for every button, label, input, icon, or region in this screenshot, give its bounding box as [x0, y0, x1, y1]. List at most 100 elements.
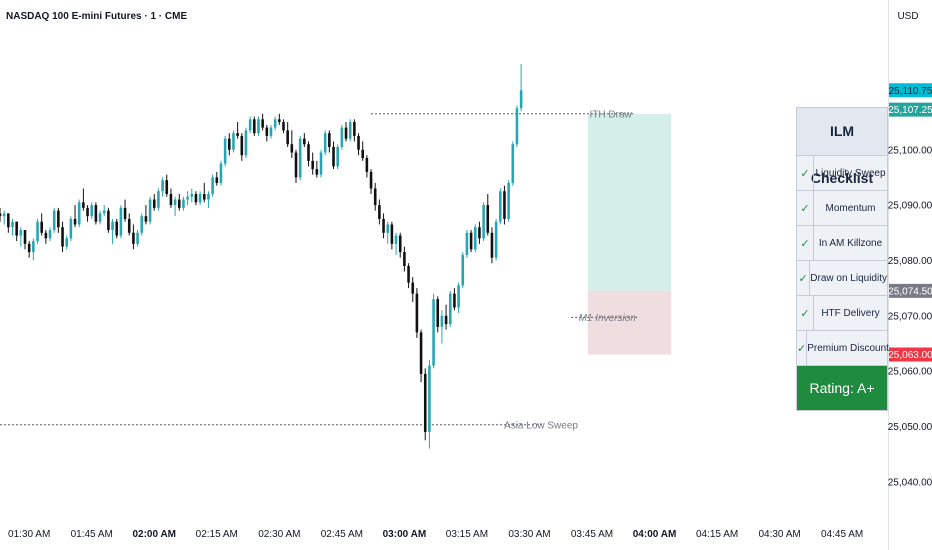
y-tick-label: 25,080.00: [888, 256, 932, 267]
candle-body: [244, 130, 248, 156]
candle-body: [369, 171, 373, 189]
candle-body: [286, 130, 289, 145]
candle-body: [27, 243, 31, 253]
candle-body: [415, 293, 419, 333]
price-tag: [889, 83, 932, 98]
candle-body: [32, 241, 35, 253]
price-tag: [889, 347, 932, 362]
candle-body: [198, 194, 202, 203]
checklist-row: ✓ Draw on Liquidity: [797, 261, 887, 296]
candle-body: [482, 205, 485, 239]
candle-body: [190, 194, 194, 197]
price-tag: [889, 102, 932, 117]
checklist-item-label: Liquidity Sweep: [815, 167, 886, 179]
x-tick-label: 04:00 AM: [633, 529, 677, 540]
candle-body: [473, 227, 477, 250]
y-tick-label: 25,050.00: [888, 422, 932, 433]
candle-body: [436, 299, 440, 327]
candle-body: [65, 238, 68, 247]
candle-body: [219, 163, 223, 183]
candle-body: [194, 194, 198, 203]
candle-body: [519, 90, 523, 109]
candle-body: [177, 199, 181, 208]
candle-body: [253, 119, 256, 134]
candle-body: [453, 293, 456, 308]
candle-body: [132, 232, 135, 244]
candle-body: [140, 216, 144, 233]
x-tick-label: 03:15 AM: [446, 529, 488, 540]
price-tag-label: 25,063.00: [888, 350, 932, 361]
candle-body: [336, 146, 339, 167]
x-tick-label: 03:30 AM: [508, 529, 550, 540]
x-tick-label: 01:45 AM: [71, 529, 113, 540]
candle-body: [298, 138, 302, 178]
candle-body: [73, 218, 77, 225]
candle-body: [269, 127, 273, 136]
candle-body: [411, 282, 415, 294]
candle-body: [119, 207, 123, 236]
candle-body: [303, 138, 306, 145]
candle-body: [507, 182, 510, 219]
candle-body: [340, 127, 344, 147]
candle-body: [515, 108, 519, 145]
check-icon: ✓: [797, 191, 814, 225]
candle-body: [102, 210, 106, 214]
checklist-item-label: Draw on Liquidity: [810, 272, 887, 284]
candle-body: [282, 122, 285, 131]
candle-body: [40, 221, 43, 233]
candle-body: [319, 152, 323, 175]
candle-body: [69, 218, 73, 239]
candle-body: [357, 135, 360, 150]
candle-body: [207, 194, 210, 200]
candle-body: [273, 119, 277, 128]
x-tick-label: 02:15 AM: [196, 529, 238, 540]
candle-body: [503, 191, 506, 219]
candle-body: [107, 210, 110, 230]
candle-body: [211, 177, 214, 195]
x-tick-label: 01:30 AM: [8, 529, 50, 540]
candle-body: [152, 199, 156, 208]
candle-body: [148, 199, 152, 222]
y-tick-label: 25,100.00: [888, 145, 932, 156]
checklist-row: ✓ Premium Discount: [797, 331, 889, 366]
y-tick-label: 25,060.00: [888, 367, 932, 378]
candle-body: [382, 218, 385, 233]
candle-body: [494, 221, 498, 258]
candle-body: [44, 232, 48, 239]
candle-body: [19, 229, 23, 236]
candle-body: [215, 177, 219, 183]
candle-body: [469, 232, 473, 250]
x-tick-label: 03:00 AM: [383, 529, 427, 540]
candle-body: [23, 229, 27, 244]
price-tag-label: 25,107.25: [888, 105, 932, 116]
ilm-checklist-panel: ILM Checklist ✓ Liquidity Sweep ✓ Momentum…: [796, 107, 889, 411]
candle-body: [423, 373, 427, 432]
x-tick-label: 04:30 AM: [758, 529, 800, 540]
candle-body: [353, 122, 356, 136]
x-tick-label: 02:45 AM: [321, 529, 363, 540]
level-label: ITH Draw: [589, 109, 632, 120]
candle-body: [348, 122, 352, 139]
candle-body: [407, 265, 410, 283]
chart-title: NASDAQ 100 E-mini Futures · 1 · CME: [6, 11, 188, 22]
candle-body: [52, 210, 56, 230]
candle-body: [478, 227, 481, 239]
candle-body: [165, 180, 169, 195]
candle-body: [98, 213, 102, 222]
level-label: Asia Low Sweep: [504, 420, 578, 431]
y-tick-label: 25,070.00: [888, 311, 932, 322]
candle-body: [228, 138, 231, 150]
candle-body: [261, 119, 264, 128]
price-tag: [889, 283, 932, 298]
stop-zone: [587, 290, 672, 355]
checklist-row: ✓ Liquidity Sweep: [797, 156, 887, 191]
candle-body: [373, 188, 377, 206]
candle-body: [457, 285, 460, 308]
candle-body: [490, 232, 494, 258]
candle-body: [236, 133, 239, 136]
y-tick-label: 25,090.00: [888, 201, 932, 212]
candle-body: [7, 213, 10, 228]
currency-selector[interactable]: USD: [897, 11, 919, 22]
candle-body: [432, 299, 435, 366]
